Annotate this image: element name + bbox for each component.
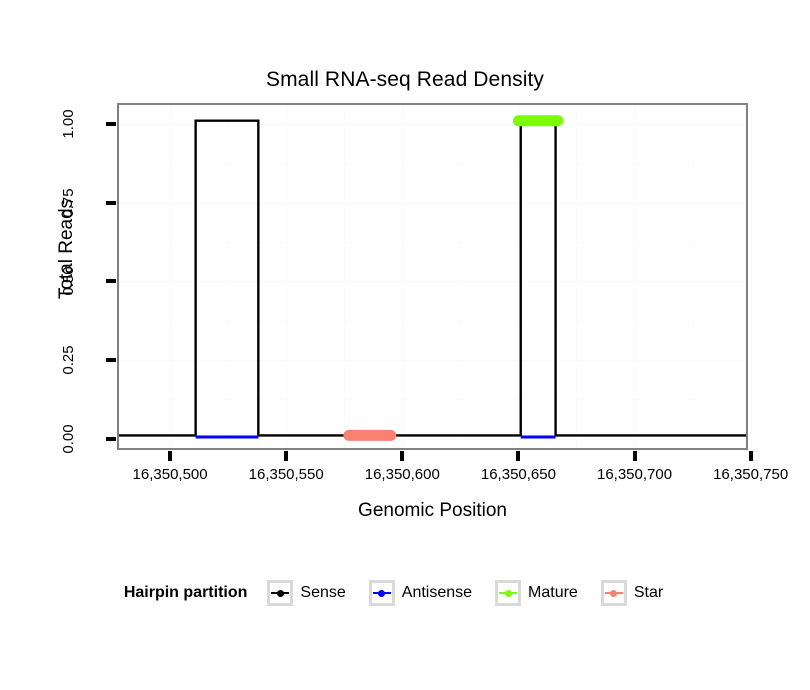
gridline-horizontal — [119, 123, 746, 125]
gridline-horizontal-minor — [119, 163, 746, 165]
y-axis-tick-label: 0.25 — [60, 345, 77, 375]
legend-item-star[interactable]: Star — [600, 580, 676, 606]
legend-label: Mature — [528, 584, 578, 601]
data-series-layer — [119, 115, 746, 441]
y-axis-tick-label: 0.75 — [60, 187, 77, 218]
x-axis-tick — [284, 451, 289, 461]
legend-item-mature[interactable]: Mature — [495, 580, 591, 606]
gridline-horizontal-minor — [119, 399, 746, 401]
gridline-horizontal-minor — [119, 241, 746, 243]
y-axis-tick — [106, 436, 116, 441]
gridline-horizontal — [119, 281, 746, 283]
legend-key-star — [600, 580, 627, 606]
y-axis-tick — [106, 357, 116, 362]
x-axis-tick — [400, 451, 405, 461]
page-title: Small RNA-seq Read Density — [265, 68, 545, 91]
gridline-vertical — [518, 105, 520, 448]
legend-key-dot-icon — [610, 589, 618, 597]
gridline-vertical — [286, 105, 288, 448]
y-axis-tick — [106, 121, 116, 126]
gridline-vertical — [170, 105, 172, 448]
legend-item-sense[interactable]: Sense — [267, 580, 358, 606]
gridline-horizontal — [119, 359, 746, 361]
gridline-vertical-minor — [576, 105, 578, 448]
gridline-vertical — [634, 105, 636, 448]
legend-title: Hairpin partition — [123, 584, 248, 601]
gridline-vertical-minor — [460, 105, 462, 448]
y-axis-tick-label: 0.00 — [60, 423, 77, 454]
x-axis-tick-label: 16,350,500 — [132, 466, 208, 483]
gridline-horizontal — [119, 202, 746, 204]
series-line-sense — [119, 119, 746, 437]
plot-panel — [117, 103, 752, 450]
legend-key-sense — [267, 580, 294, 606]
legend-label: Sense — [300, 584, 346, 601]
legend-key-antisense — [368, 580, 395, 606]
gridline-vertical-minor — [228, 105, 230, 448]
x-axis-tick — [748, 451, 753, 461]
legend: Hairpin partition Sense Antisense Mature St… — [0, 580, 810, 606]
y-axis-tick-label: 0.50 — [60, 266, 77, 296]
y-axis-tick — [106, 279, 116, 284]
gridline-vertical-minor — [344, 105, 346, 448]
x-axis-tick-label: 16,350,700 — [596, 466, 673, 483]
legend-key-mature — [495, 580, 522, 606]
x-axis-title: Genomic Position — [358, 500, 507, 521]
legend-label: Antisense — [401, 584, 473, 601]
gridline-horizontal-minor — [119, 320, 746, 322]
legend-label: Star — [633, 584, 664, 601]
x-axis-tick — [632, 451, 637, 461]
gridline-vertical — [402, 105, 404, 448]
legend-item-antisense[interactable]: Antisense — [368, 580, 485, 606]
gridline-vertical-minor — [692, 105, 694, 448]
x-axis-tick-label: 16,350,550 — [248, 466, 324, 483]
legend-key-dot-icon — [378, 589, 386, 597]
y-axis-tick-label: 1.00 — [60, 109, 77, 139]
x-axis-tick-label: 16,350,600 — [364, 466, 440, 483]
gridline-vertical — [750, 105, 752, 448]
y-axis-tick — [106, 200, 116, 205]
legend-key-dot-icon — [504, 589, 512, 597]
legend-key-dot-icon — [276, 589, 284, 597]
x-axis-tick — [516, 451, 521, 461]
plot-panel-inner — [119, 105, 752, 448]
legend-items: Sense Antisense Mature Star — [267, 580, 686, 606]
x-axis-tick — [168, 451, 173, 461]
gridline-horizontal — [119, 438, 746, 440]
x-axis-tick-label: 16,350,650 — [480, 466, 556, 483]
x-axis-tick-label: 16,350,750 — [713, 466, 789, 483]
